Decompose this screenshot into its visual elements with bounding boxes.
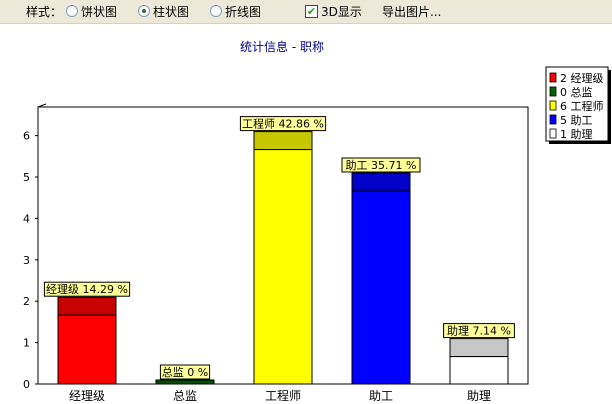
data-label-text: 助工 35.71 % [346,158,417,172]
radio-pie-label[interactable]: 饼状图 [81,5,118,19]
bar-top [449,338,509,358]
data-label-box [443,323,515,339]
y-tick-label: 5 [23,171,30,184]
legend-label: 0 总监 [560,85,593,99]
legend-swatch [549,72,557,83]
legend-swatch [549,114,557,125]
data-label-text: 经理级 14.29 % [46,283,128,296]
bar [449,356,509,385]
radio-line-label[interactable]: 折线图 [225,5,262,19]
x-tick-label: 助工 [369,389,393,401]
data-label-box [43,281,131,297]
data-label-box [341,157,421,173]
y-tick-label: 3 [23,254,30,267]
bar-chart: 统计信息 - 职称 0 1 2 3 4 5 6 经理级 14.29 % 经理级 总监 0 % 总监… [23,39,611,403]
radio-line[interactable] [210,5,222,17]
legend-label: 1 助理 [560,127,593,141]
legend-swatch [549,128,557,139]
x-tick-label: 总监 [173,389,197,401]
bar-top [253,131,313,151]
data-label-box [159,364,211,380]
data-label-box [239,116,327,132]
export-image-button[interactable]: 导出图片... [382,5,442,19]
bar [351,190,411,385]
bar-top [155,379,215,385]
legend-swatch [549,86,557,97]
data-label: 总监 0 % [159,364,211,380]
data-label: 工程师 42.86 % [239,116,327,132]
legend-label: 6 工程师 [560,100,604,113]
x-tick-label: 助理 [467,389,491,401]
frame-depth [37,103,47,108]
bar-top [57,296,117,316]
bar [57,314,117,385]
y-tick-label: 2 [23,295,30,308]
toolbar: 样式： 饼状图 柱状图 折线图 ✔ 3D显示 导出图片... [0,0,612,24]
radio-pie[interactable] [66,5,78,17]
radio-bar-label[interactable]: 柱状图 [153,5,190,19]
data-label-text: 工程师 42.86 % [242,118,324,131]
y-tick-label: 1 [23,337,30,350]
legend-label: 2 经理级 [560,72,604,85]
bars: 经理级 14.29 % 经理级 总监 0 % 总监 工程师 42.86 % 工程师 助工 3… [43,116,515,403]
y-tick-label: 6 [23,130,30,143]
y-tick-label: 4 [23,212,30,225]
x-tick-label: 工程师 [265,388,301,401]
bar [253,149,313,385]
chart-title: 统计信息 - 职称 [240,39,324,54]
style-label: 样式： [26,5,63,19]
data-label-text: 助理 7.14 % [447,324,511,338]
y-tick-label: 0 [23,378,30,391]
legend-swatch [549,100,557,111]
data-label-text: 总监 0 % [162,365,208,379]
chart-area: 统计信息 - 职称 0 1 2 3 4 5 6 经理级 14.29 % 经理级 总监 0 % 总监… [0,24,612,403]
data-label: 助工 35.71 % [341,157,421,173]
3d-checkbox[interactable]: ✔ [305,5,318,18]
x-tick-label: 经理级 [69,389,105,401]
data-label: 经理级 14.29 % [43,281,131,297]
radio-bar[interactable] [138,5,150,17]
legend-label: 5 助工 [560,113,593,127]
3d-checkbox-label[interactable]: 3D显示 [321,5,362,19]
data-label: 助理 7.14 % [443,323,515,339]
bar-top [351,172,411,192]
